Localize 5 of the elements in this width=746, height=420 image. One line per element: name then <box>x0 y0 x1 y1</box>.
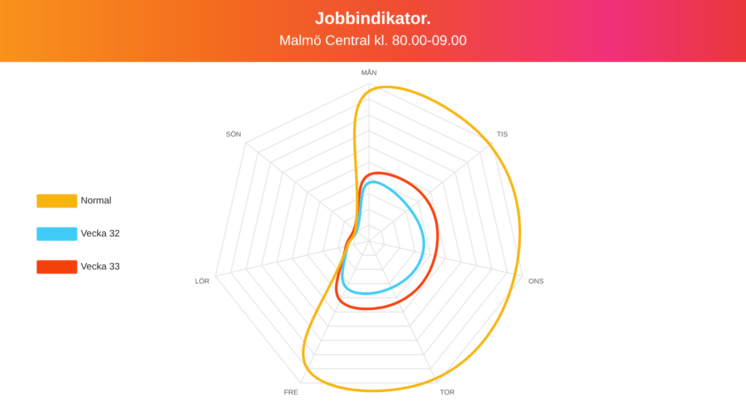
legend-label: Normal <box>80 196 112 207</box>
chart-subtitle: Malmö Central kl. 80.00-09.00 <box>278 31 468 49</box>
chart-title: Jobbindikator. <box>314 9 432 29</box>
legend-label: Vecka 32 <box>80 228 120 240</box>
legend-label: Vecka 33 <box>80 262 120 273</box>
